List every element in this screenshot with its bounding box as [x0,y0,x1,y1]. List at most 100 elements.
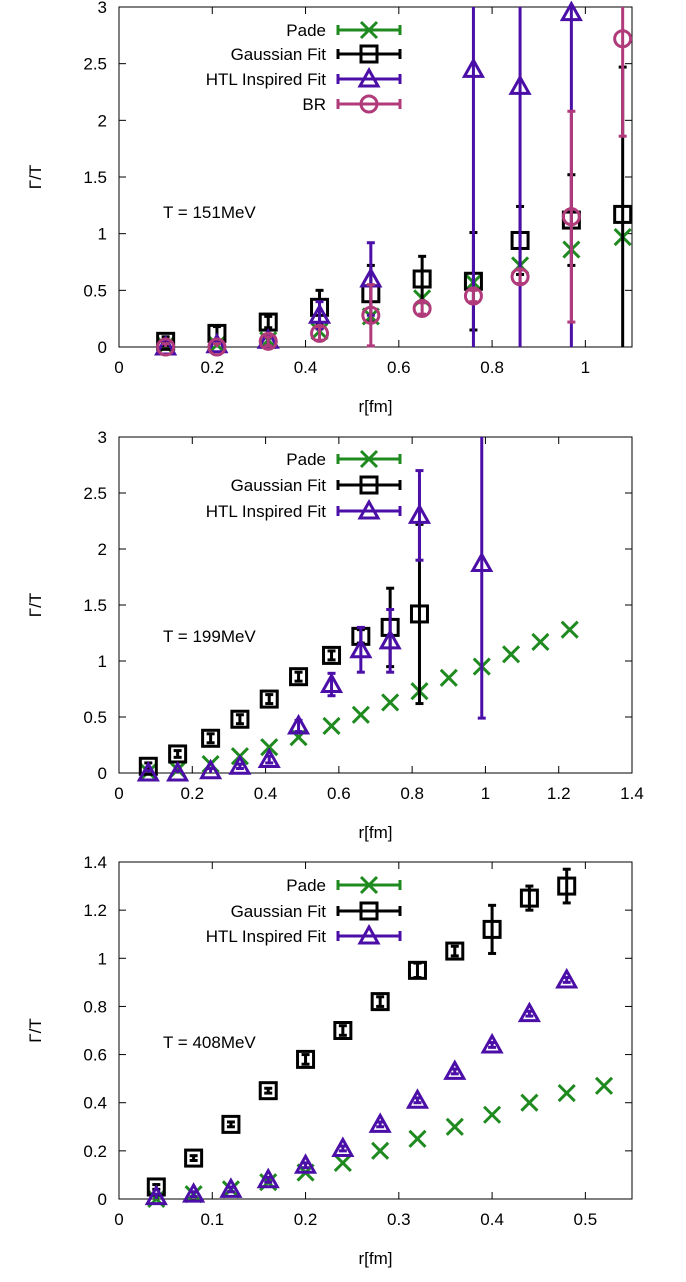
data-point [381,693,400,712]
y-tick-label: 2.5 [83,484,107,503]
series-htl-inspired-fit [144,967,579,1206]
y-tick-label: 1 [98,652,107,671]
data-point [307,303,332,324]
y-tick-label: 3 [98,0,107,17]
data-point [510,267,530,287]
data-point [407,503,432,524]
y-tick-label: 0.6 [83,1046,107,1065]
data-point [333,1021,353,1040]
x-tick-label: 0.8 [400,784,424,803]
plot-frame [118,861,633,1200]
data-point [310,323,330,343]
data-point [613,204,633,224]
data-point [207,337,227,357]
data-point [357,923,381,945]
series-pade [147,1076,614,1209]
data-point [557,1084,576,1103]
x-axis-label: r[fm] [359,397,393,416]
data-point [520,1093,539,1112]
data-point [443,1059,467,1080]
y-tick-label: 1.5 [83,168,107,187]
x-tick-label: 0.2 [180,784,204,803]
data-point [349,637,373,659]
x-tick-label: 0.4 [294,358,318,377]
data-point [359,875,379,895]
data-point [555,967,579,989]
data-point [359,449,379,469]
x-tick-label: 1.4 [620,784,644,803]
data-point [219,1177,243,1198]
data-point [156,331,176,351]
data-point [407,960,427,980]
temperature-annotation: T = 151MeV [163,203,256,222]
data-point [333,1153,352,1172]
y-tick-label: 1.4 [83,853,107,872]
data-point [371,1141,390,1160]
legend-label: Gaussian Fit [231,45,327,64]
data-point [258,331,278,351]
data-point [480,1032,504,1054]
data-point [408,1129,427,1148]
data-point [322,645,342,665]
series-gaussian-fit [146,867,577,1197]
temperature-annotation: T = 408MeV [163,1033,256,1052]
data-point [221,1114,241,1134]
y-axis-label: Γ/T [26,165,45,189]
x-tick-label: 1.2 [547,784,571,803]
data-point [370,992,390,1012]
legend-label: Gaussian Fit [231,476,327,495]
legend: Pade Gaussian Fit HTL Inspired Fit [206,875,402,946]
data-point [557,876,577,896]
data-point [138,756,158,776]
y-tick-label: 0.8 [83,997,107,1016]
data-point [560,620,579,639]
data-point [257,747,281,769]
y-tick-label: 0 [98,338,107,357]
legend-label: Gaussian Fit [231,902,327,921]
data-point [359,901,379,921]
chart-panel-3: 0 0.1 0.2 0.3 0.4 0.5 0 0.2 0.4 0.6 0.8 1 1.2 1.4 r[fm… [26,853,633,1268]
x-tick-label: 0 [114,784,123,803]
x-tick-label: 0.2 [200,358,224,377]
data-point [531,632,550,652]
data-point [184,1148,204,1168]
data-point [260,738,279,757]
data-point [561,207,581,227]
temperature-annotation: T = 199MeV [163,627,256,646]
data-point [470,551,494,573]
data-point [461,57,486,78]
data-point [445,941,465,961]
data-point [201,728,221,748]
data-point [259,689,279,709]
y-tick-label: 0.4 [83,1094,107,1113]
data-point [359,44,379,64]
y-tick-label: 0.2 [83,1142,107,1161]
x-tick-label: 0.6 [387,358,411,377]
data-point [322,716,341,736]
data-point [296,1049,316,1069]
data-point [286,713,311,735]
y-tick-label: 1 [98,225,107,244]
data-point [613,29,633,49]
data-point [439,668,458,687]
series-br [156,7,633,357]
y-tick-label: 0 [98,1190,107,1209]
legend: Pade Gaussian Fit HTL Inspired Fit BR [206,20,402,114]
data-point [483,1105,502,1124]
legend-label: Pade [286,876,326,895]
y-tick-label: 0 [98,764,107,783]
x-tick-label: 0.1 [200,1210,224,1229]
x-tick-label: 0.8 [480,358,504,377]
data-point [319,672,344,694]
data-point [409,604,429,624]
data-point [517,1001,541,1023]
data-point [445,1117,464,1136]
y-tick-label: 1.5 [83,596,107,615]
x-tick-label: 0.2 [294,1210,318,1229]
y-tick-label: 0.5 [83,708,107,727]
x-tick-label: 0 [114,1210,123,1229]
data-point [289,667,309,687]
x-tick-label: 1 [581,358,590,377]
data-point [156,337,176,357]
